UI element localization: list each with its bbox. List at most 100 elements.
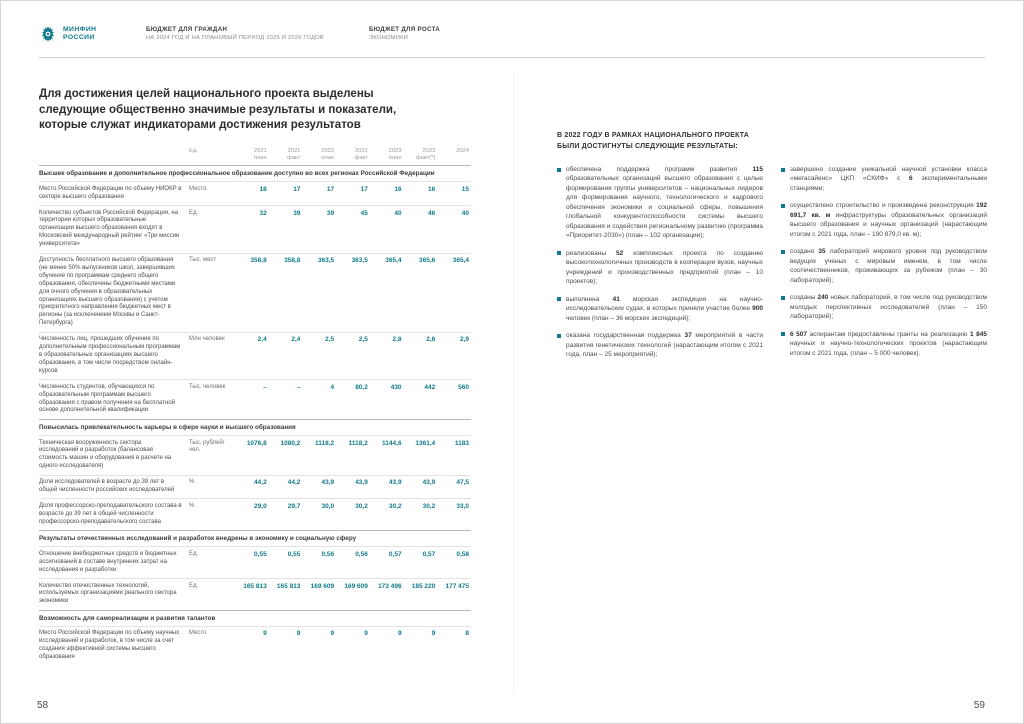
indicator-value: 43,9 <box>321 479 335 487</box>
page-title: Для достижения целей национального проек… <box>39 88 397 132</box>
indicator-value: 0,56 <box>321 550 335 558</box>
indicator-unit: Млн человек <box>189 336 225 343</box>
indicator-value: 4 <box>330 383 335 391</box>
indicator-value: 33,0 <box>456 502 469 510</box>
indicator-label: Количество отечественных технологий, исп… <box>39 582 177 605</box>
indicator-unit: % <box>189 502 195 509</box>
indicator-row: Количество отечественных технологий, исп… <box>39 578 471 610</box>
indicator-label: Место Российской Федерации по объему НИО… <box>39 185 182 200</box>
indicators-table: Ед. 2021 план 2021 факт 2022 план 2022 факт 2023… <box>39 148 471 666</box>
indicator-value: 40 <box>394 209 402 217</box>
table-section-header: Возможность для самореализации и развити… <box>39 609 471 626</box>
header-divider <box>39 57 985 58</box>
indicator-value: 43,9 <box>355 479 368 487</box>
bullet-square-icon <box>781 332 785 337</box>
chapter-title-block: БЮДЖЕТ ДЛЯ РОСТА ЭКОНОМИКИ <box>369 25 440 43</box>
page-right: В 2022 ГОДУ В РАМКАХ НАЦИОНАЛЬНОГО ПРОЕК… <box>557 131 989 368</box>
indicator-value: 16 <box>428 185 436 193</box>
indicator-value: – <box>263 383 267 391</box>
year-column-header: 2022 план <box>321 147 335 161</box>
unit-column-header: Ед. <box>189 147 198 154</box>
indicator-unit: Тыс. рублей/чел. <box>189 439 225 454</box>
indicator-row: Техническая вооруженность сектора исслед… <box>39 435 471 475</box>
table-section-header: Высшее образование и дополнительное проф… <box>39 165 471 181</box>
year-column-header: 2021 план <box>253 147 267 161</box>
doc-title-block: БЮДЖЕТ ДЛЯ ГРАЖДАН НА 2024 ГОД И НА ПЛАН… <box>146 25 369 43</box>
result-text: осуществлено строительство и произведена… <box>790 202 987 238</box>
indicator-value: 9 <box>364 630 368 638</box>
result-item: осуществлено строительство и произведена… <box>781 201 987 239</box>
logo-text-line2: РОССИИ <box>63 34 95 41</box>
year-column-header: 2021 факт <box>287 147 301 161</box>
result-text: завершено создание уникальной научной ус… <box>790 166 988 192</box>
indicator-label: Количество субъектов Российской Федераци… <box>39 209 180 248</box>
indicator-value: 0,57 <box>422 550 436 558</box>
indicator-value: 442 <box>424 383 436 391</box>
result-item: обеспечена поддержка программ развития 1… <box>557 165 763 241</box>
indicator-value: 1076,8 <box>246 439 267 447</box>
result-text: выполнена 41 морская экспедиция на научн… <box>566 295 763 322</box>
indicator-value: 2,4 <box>291 336 301 344</box>
indicator-value: 30,2 <box>388 502 402 510</box>
indicator-value: 1080,2 <box>280 439 301 447</box>
indicator-value: 46 <box>428 209 436 217</box>
indicator-value: 169 609 <box>310 582 335 590</box>
indicator-value: 169 609 <box>344 582 368 590</box>
page-number-right: 59 <box>973 700 985 711</box>
indicator-unit: Ед. <box>189 209 199 216</box>
table-header-row: Ед. 2021 план 2021 факт 2022 план 2022 факт 2023… <box>39 148 471 165</box>
table-body: Высшее образование и дополнительное проф… <box>39 165 471 666</box>
indicator-label: Доля исследователей в возрасте до 39 лет… <box>39 479 175 494</box>
indicator-value: 40 <box>461 209 469 217</box>
year-column-header: 2024 <box>456 147 469 154</box>
indicator-row: Количество субъектов Российской Федераци… <box>39 205 471 253</box>
indicator-value: 9 <box>263 630 267 638</box>
indicator-row: Доля исследователей в возрасте до 39 лет… <box>39 474 471 499</box>
indicator-row: Доля профессорско-преподавательского сос… <box>39 498 471 530</box>
page-number-left: 58 <box>37 700 49 711</box>
result-item: завершено создание уникальной научной ус… <box>781 165 987 193</box>
indicator-unit: Тыс. мест <box>189 257 217 264</box>
indicator-value: 165 813 <box>243 582 267 590</box>
indicator-value: 29,0 <box>254 502 267 510</box>
indicator-value: 173 496 <box>378 582 402 590</box>
indicator-value: 29,7 <box>287 502 301 510</box>
result-text: создано 35 лабораторий мирового уровня п… <box>790 248 987 284</box>
indicator-value: 32 <box>259 209 267 217</box>
indicator-value: 47,5 <box>456 479 469 487</box>
document-header: МИНФИН РОССИИ БЮДЖЕТ ДЛЯ ГРАЖДАН НА 2024… <box>39 25 985 43</box>
indicator-label: Техническая вооруженность сектора исслед… <box>39 439 172 470</box>
indicator-value: 1183 <box>454 439 469 447</box>
indicator-value: 15 <box>461 185 469 193</box>
indicator-value: 2,4 <box>257 336 267 344</box>
bullet-square-icon <box>557 167 561 172</box>
indicator-value: 0,55 <box>254 550 267 558</box>
indicator-value: 1118,2 <box>348 439 368 447</box>
table-section-header: Результаты отечественных исследований и … <box>39 530 471 546</box>
indicator-value: 43,9 <box>388 479 402 487</box>
indicator-value: 365,4 <box>452 257 469 265</box>
results-columns: обеспечена поддержка программ развития 1… <box>557 165 989 368</box>
indicator-value: 45 <box>360 209 368 217</box>
indicator-value: 1144,6 <box>382 439 402 447</box>
indicator-value: 9 <box>330 630 335 638</box>
indicator-value: – <box>296 383 301 391</box>
indicator-value: 44,2 <box>287 479 301 487</box>
indicator-row: Место Российской Федерации по объему нау… <box>39 625 471 666</box>
indicator-value: 358,8 <box>250 257 267 265</box>
indicator-value: 17 <box>293 185 301 193</box>
bullet-square-icon <box>557 333 561 338</box>
bullet-square-icon <box>557 251 561 256</box>
indicator-row: Численность студентов, обучающихся по об… <box>39 379 471 419</box>
result-item: реализованы 52 комплексных проекта по со… <box>557 249 763 287</box>
bullet-square-icon <box>781 167 785 172</box>
indicator-unit: Место <box>189 630 207 637</box>
indicator-label: Отношение внебюджетных средств и бюджетн… <box>39 550 177 573</box>
indicator-value: 39 <box>293 209 301 217</box>
indicator-label: Доля профессорско-преподавательского сос… <box>39 502 182 525</box>
indicator-value: 363,5 <box>351 257 368 265</box>
indicator-value: 358,8 <box>284 257 301 265</box>
indicator-value: 44,2 <box>254 479 267 487</box>
indicator-value: 2,5 <box>325 336 335 344</box>
